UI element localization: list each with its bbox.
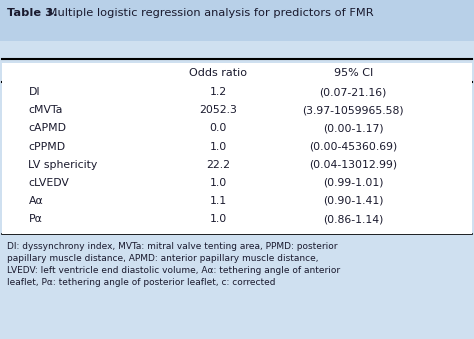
Text: Multiple logistic regression analysis for predictors of FMR: Multiple logistic regression analysis fo… — [44, 8, 374, 18]
Text: 1.0: 1.0 — [210, 178, 227, 188]
Text: Aα: Aα — [28, 196, 43, 206]
Text: 1.1: 1.1 — [210, 196, 227, 206]
Text: (0.04-13012.99): (0.04-13012.99) — [309, 160, 397, 170]
Text: 1.2: 1.2 — [210, 87, 227, 97]
Text: cPPMD: cPPMD — [28, 142, 65, 152]
Text: 95% CI: 95% CI — [334, 68, 373, 78]
Text: (0.00-1.17): (0.00-1.17) — [323, 123, 383, 133]
Text: cLVEDV: cLVEDV — [28, 178, 69, 188]
Text: Table 3.: Table 3. — [7, 8, 58, 18]
Text: LV sphericity: LV sphericity — [28, 160, 98, 170]
Text: 0.0: 0.0 — [210, 123, 227, 133]
Text: Pα: Pα — [28, 214, 42, 224]
Text: (0.07-21.16): (0.07-21.16) — [319, 87, 387, 97]
Text: 1.0: 1.0 — [210, 142, 227, 152]
Text: cAPMD: cAPMD — [28, 123, 66, 133]
Text: 2052.3: 2052.3 — [199, 105, 237, 115]
Text: (3.97-1059965.58): (3.97-1059965.58) — [302, 105, 404, 115]
Text: DI: DI — [28, 87, 40, 97]
Text: 22.2: 22.2 — [206, 160, 230, 170]
Text: cMVTa: cMVTa — [28, 105, 63, 115]
Text: Odds ratio: Odds ratio — [189, 68, 247, 78]
Text: DI: dyssynchrony index, MVTa: mitral valve tenting area, PPMD: posterior
papilla: DI: dyssynchrony index, MVTa: mitral val… — [7, 242, 340, 287]
Text: (0.90-1.41): (0.90-1.41) — [323, 196, 383, 206]
Text: (0.00-45360.69): (0.00-45360.69) — [309, 142, 397, 152]
Text: (0.86-1.14): (0.86-1.14) — [323, 214, 383, 224]
Text: 1.0: 1.0 — [210, 214, 227, 224]
Text: (0.99-1.01): (0.99-1.01) — [323, 178, 383, 188]
